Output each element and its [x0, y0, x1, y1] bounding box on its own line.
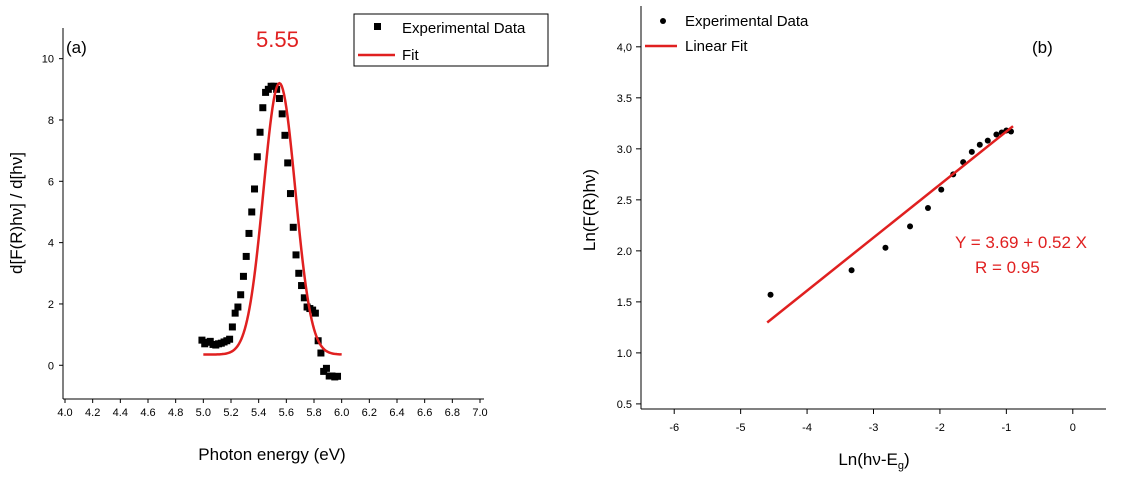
panel-b-legend-label-data: Experimental Data [685, 13, 809, 30]
fit-curve [203, 81, 342, 356]
y-tick-label: 0 [48, 360, 54, 372]
data-point [237, 291, 245, 299]
panel-a-label: (a) [66, 38, 87, 57]
x-tick-label: 4.8 [168, 407, 183, 419]
x-tick-label: 5.6 [279, 407, 294, 419]
linear-fit-line [766, 125, 1014, 324]
data-point [938, 186, 945, 193]
panel-a-legend-marker-data [374, 23, 381, 30]
panel-a-legend-label-fit: Fit [402, 47, 419, 64]
y-tick-label: 4,0 [617, 42, 632, 54]
panel-b-label: (b) [1032, 38, 1053, 57]
data-point [256, 128, 264, 136]
y-tick-label: 3.5 [617, 93, 632, 105]
y-tick-label: 4 [48, 238, 54, 250]
panel-a-legend-box [353, 13, 549, 67]
data-point [317, 349, 325, 357]
data-point [275, 95, 283, 103]
data-point [311, 309, 319, 317]
data-point [284, 159, 292, 167]
data-point [295, 269, 303, 277]
x-tick-label: -6 [669, 422, 679, 434]
data-point [292, 251, 300, 259]
y-tick-label: 3.0 [617, 144, 632, 156]
x-tick-label: 5.0 [196, 407, 211, 419]
y-tick-label: 8 [48, 115, 54, 127]
panel-a-legend-label-data: Experimental Data [402, 20, 526, 37]
x-tick-label: -4 [802, 422, 812, 434]
data-point [322, 364, 330, 372]
y-tick-label: 2.0 [617, 246, 632, 258]
data-point [882, 244, 889, 251]
data-point [924, 205, 931, 212]
panel-b-legend: Experimental Data Linear Fit [645, 13, 809, 55]
x-tick-label: 5.2 [223, 407, 238, 419]
x-tick-label: 5.4 [251, 407, 266, 419]
x-tick-label: 4.0 [57, 407, 72, 419]
x-tick-label: 4.6 [140, 407, 155, 419]
data-point [281, 131, 289, 139]
panel-a-y-label: d[F(R)hν] / d[hν] [7, 152, 26, 274]
x-tick-label: -5 [736, 422, 746, 434]
x-tick-label: 4.4 [113, 407, 128, 419]
x-tick-label: 6.4 [389, 407, 404, 419]
data-point [300, 294, 308, 302]
data-point [976, 141, 983, 148]
x-tick-label: 5.8 [306, 407, 321, 419]
data-point [253, 153, 261, 161]
data-point [298, 282, 306, 290]
data-point [198, 336, 206, 344]
panel-a-peak-annotation: 5.55 [256, 27, 299, 52]
x-tick-label: 6.0 [334, 407, 349, 419]
data-point [259, 104, 267, 112]
panel-b-equation-annotation: Y = 3.69 + 0.52 X [955, 233, 1087, 252]
panel-b-x-label: Ln(hν-Eg) [838, 450, 909, 472]
data-point [907, 223, 914, 230]
data-point [968, 148, 975, 155]
y-tick-label: 1.0 [617, 348, 632, 360]
data-point [234, 303, 242, 311]
data-point [984, 137, 991, 144]
x-tick-label: -1 [1001, 422, 1011, 434]
y-tick-label: 1.5 [617, 297, 632, 309]
panel-b-legend-marker-data [660, 18, 666, 24]
data-point [251, 185, 259, 193]
data-point [278, 110, 286, 118]
data-point [767, 291, 774, 298]
data-point [334, 372, 342, 380]
data-point [231, 309, 239, 317]
chart-panel-b: (b) Y = 3.69 + 0.52 X R = 0.95 Ln(hν-Eg)… [580, 6, 1106, 472]
data-point [239, 272, 247, 280]
data-point [993, 131, 1000, 138]
panel-a-x-label: Photon energy (eV) [198, 445, 345, 464]
data-point [289, 223, 297, 231]
panel-a-legend: Experimental Data Fit [353, 13, 549, 67]
x-tick-label: 4.2 [85, 407, 100, 419]
x-tick-label: 6.2 [362, 407, 377, 419]
data-point [228, 323, 236, 331]
y-tick-label: 0.5 [617, 399, 632, 411]
y-tick-label: 6 [48, 176, 54, 188]
x-tick-label: 0 [1070, 422, 1076, 434]
x-tick-label: -2 [935, 422, 945, 434]
data-point [848, 267, 855, 274]
panel-b-r-annotation: R = 0.95 [975, 258, 1040, 277]
panel-b-legend-label-fit: Linear Fit [685, 38, 748, 55]
y-tick-label: 10 [42, 54, 54, 66]
y-tick-label: 2 [48, 299, 54, 311]
data-point [226, 335, 234, 343]
panel-b-y-label: Ln(F(R)hν) [580, 169, 599, 251]
data-point [248, 208, 256, 216]
x-tick-label: 7.0 [472, 407, 487, 419]
data-point [245, 229, 253, 237]
data-point [286, 190, 294, 198]
chart-panel-a: (a) 5.55 Photon energy (eV) d[F(R)hν] / … [7, 13, 549, 464]
data-point [242, 252, 250, 260]
x-tick-label: 6.6 [417, 407, 432, 419]
x-tick-label: 6.8 [445, 407, 460, 419]
y-tick-label: 2.5 [617, 195, 632, 207]
x-tick-label: -3 [869, 422, 879, 434]
